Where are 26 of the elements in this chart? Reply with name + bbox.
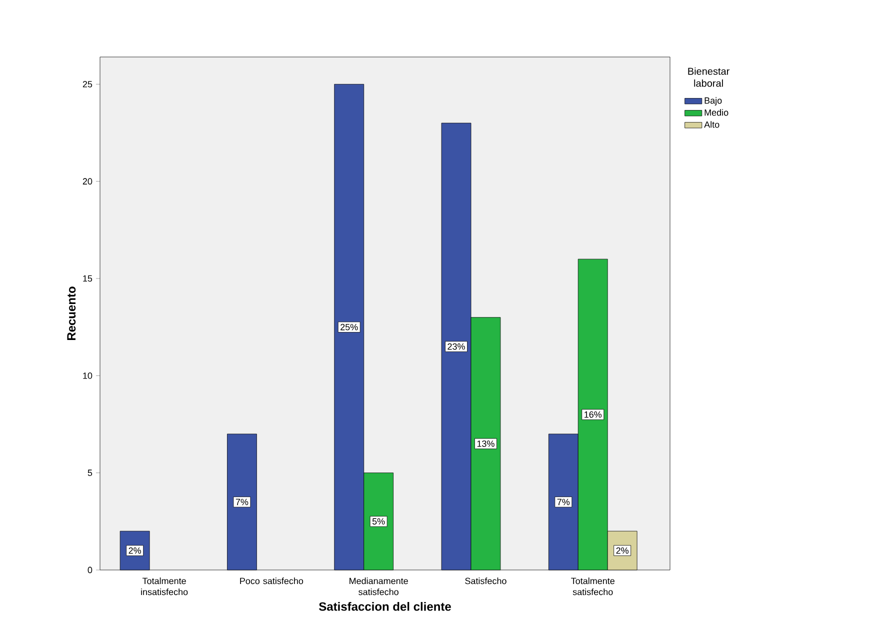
legend-label: Alto [704, 121, 720, 128]
legend-label: Bajo [704, 97, 722, 106]
y-tick-label: 15 [83, 275, 92, 282]
legend-label: Medio [704, 109, 728, 116]
data-label: 13% [477, 440, 494, 447]
data-label: 2% [616, 547, 629, 554]
x-axis-title: Satisfaccion del cliente [318, 602, 451, 611]
data-label: 2% [128, 547, 142, 554]
legend-title: Bienestar laboral [688, 67, 730, 87]
x-tick-label: Poco satisfecho [240, 578, 304, 584]
data-label: 23% [448, 343, 465, 350]
x-tick-label: Totalmente satisfecho [571, 578, 614, 596]
x-tick-label: Totalmente insatisfecho [141, 578, 188, 596]
data-label: 16% [584, 411, 602, 418]
x-tick-label: Satisfecho [465, 578, 506, 584]
data-label: 7% [557, 498, 570, 506]
data-label: 7% [236, 498, 248, 506]
y-tick-label: 20 [82, 178, 92, 185]
y-tick-label: 0 [88, 566, 92, 574]
y-tick-label: 25 [82, 81, 92, 88]
y-tick-label: 5 [88, 470, 92, 476]
y-tick-label: 10 [83, 372, 92, 379]
y-axis-title: Recuento [67, 286, 76, 340]
data-label: 25% [340, 324, 358, 330]
data-label: 5% [372, 518, 385, 525]
x-tick-label: Medianamente satisfecho [350, 578, 408, 596]
